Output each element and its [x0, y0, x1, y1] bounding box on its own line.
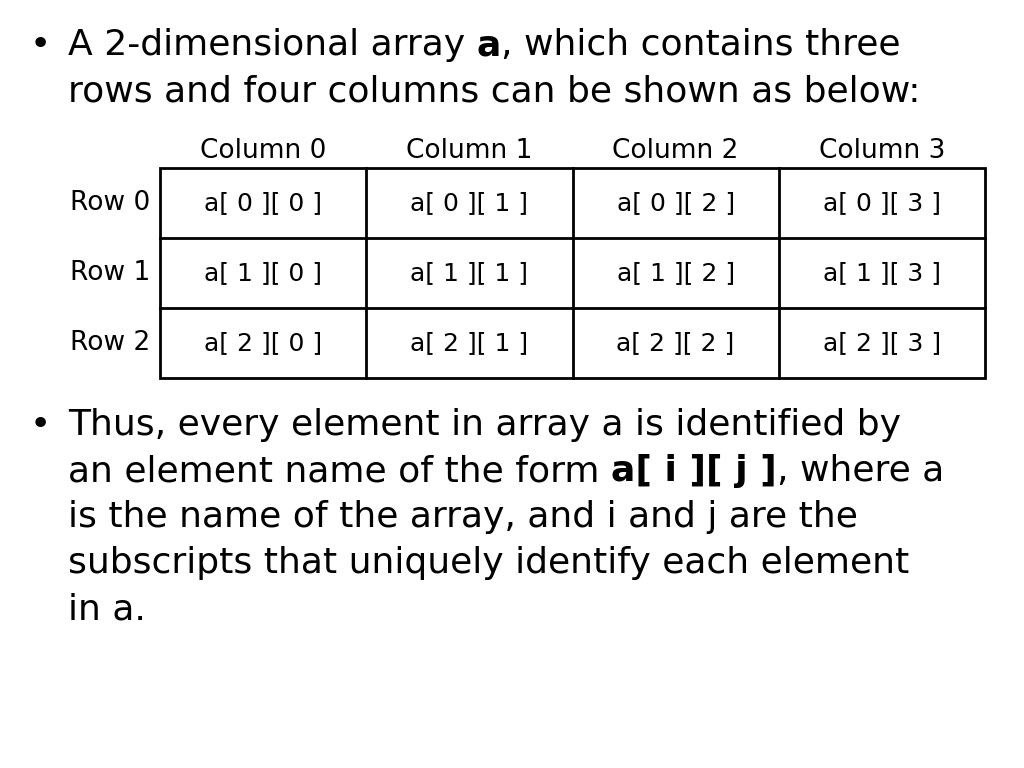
Text: a[ 1 ][ 3 ]: a[ 1 ][ 3 ] — [823, 261, 941, 285]
Text: rows and four columns can be shown as below:: rows and four columns can be shown as be… — [68, 74, 921, 108]
Text: Row 1: Row 1 — [70, 260, 150, 286]
Text: Thus, every element in array a is identified by: Thus, every element in array a is identi… — [68, 408, 901, 442]
Text: Column 1: Column 1 — [407, 138, 532, 164]
Text: Column 3: Column 3 — [818, 138, 945, 164]
Text: A 2-dimensional array: A 2-dimensional array — [68, 28, 476, 62]
Text: , which contains three: , which contains three — [501, 28, 900, 62]
Text: Column 0: Column 0 — [200, 138, 327, 164]
Text: •: • — [30, 28, 51, 62]
Text: •: • — [30, 408, 51, 442]
Text: a[ 0 ][ 1 ]: a[ 0 ][ 1 ] — [411, 191, 528, 215]
Text: a[ 2 ][ 2 ]: a[ 2 ][ 2 ] — [616, 331, 735, 355]
Text: Row 0: Row 0 — [70, 190, 150, 216]
Text: a[ 2 ][ 3 ]: a[ 2 ][ 3 ] — [823, 331, 941, 355]
Text: is the name of the array, and i and j are the: is the name of the array, and i and j ar… — [68, 500, 858, 534]
Text: a[ 0 ][ 3 ]: a[ 0 ][ 3 ] — [823, 191, 941, 215]
Text: subscripts that uniquely identify each element: subscripts that uniquely identify each e… — [68, 546, 909, 580]
Text: a[ 1 ][ 2 ]: a[ 1 ][ 2 ] — [616, 261, 734, 285]
Text: , where a: , where a — [777, 454, 944, 488]
Text: a[ 0 ][ 0 ]: a[ 0 ][ 0 ] — [204, 191, 323, 215]
Text: an element name of the form: an element name of the form — [68, 454, 611, 488]
Text: a[ 1 ][ 1 ]: a[ 1 ][ 1 ] — [411, 261, 528, 285]
Text: a[ 2 ][ 0 ]: a[ 2 ][ 0 ] — [204, 331, 323, 355]
Bar — [160, 168, 985, 378]
Text: a[ 0 ][ 2 ]: a[ 0 ][ 2 ] — [616, 191, 734, 215]
Text: a[ 1 ][ 0 ]: a[ 1 ][ 0 ] — [204, 261, 323, 285]
Text: in a.: in a. — [68, 592, 145, 626]
Text: a: a — [476, 28, 501, 62]
Text: a[ i ][ j ]: a[ i ][ j ] — [611, 454, 777, 488]
Text: a[ 2 ][ 1 ]: a[ 2 ][ 1 ] — [411, 331, 528, 355]
Text: Column 2: Column 2 — [612, 138, 738, 164]
Text: Row 2: Row 2 — [70, 330, 150, 356]
